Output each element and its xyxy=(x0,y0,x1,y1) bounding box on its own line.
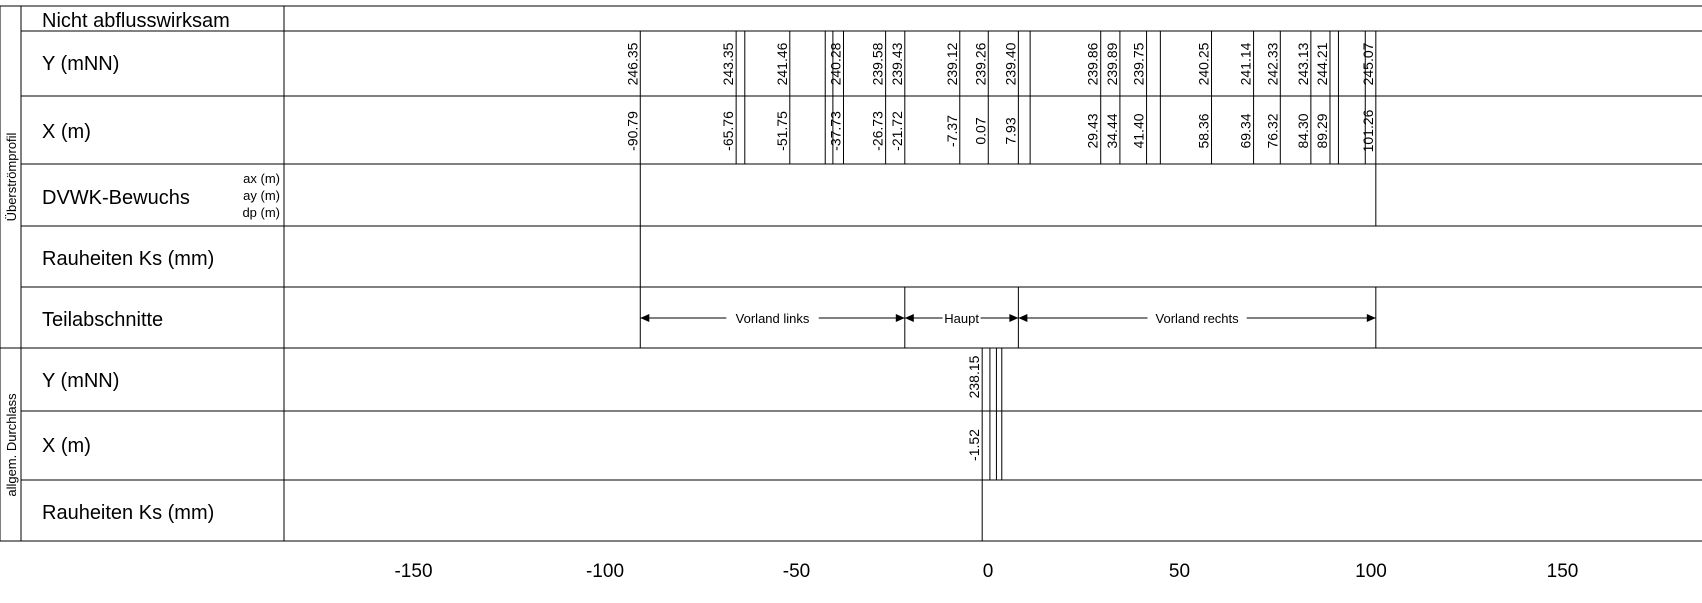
row-label-rauheiten: Rauheiten Ks (mm) xyxy=(42,248,214,270)
x-value-label: 76.32 xyxy=(1264,113,1280,148)
grid-lines xyxy=(0,5,1702,542)
row-label-nicht-abflusswirksam: Nicht abflusswirksam xyxy=(42,10,230,32)
x-value-label: 101.26 xyxy=(1360,109,1376,152)
culvert-station-lines: 238.15 -1.52 xyxy=(966,348,1003,541)
x-value-label: -21.72 xyxy=(889,111,905,151)
row-label-rauheiten-durchlass: Rauheiten Ks (mm) xyxy=(42,502,214,524)
x-value-label: 7.93 xyxy=(1002,117,1018,144)
x-value-label: 41.40 xyxy=(1131,113,1147,148)
x-value-label: 89.29 xyxy=(1314,113,1330,148)
x-tick-label: 0 xyxy=(983,561,994,582)
section-label: Vorland links xyxy=(736,311,810,326)
x-value-label: -37.73 xyxy=(828,111,844,151)
y-value-label: 246.35 xyxy=(624,42,640,85)
section-label: Haupt xyxy=(944,311,979,326)
section-label-bg xyxy=(726,310,819,326)
y-value-label: 239.89 xyxy=(1104,42,1120,85)
section-dimension-lines: Vorland links Haupt Vorland rechts xyxy=(639,164,1377,348)
y-value-label: 239.58 xyxy=(870,42,886,85)
arrow-left-icon xyxy=(1018,314,1028,322)
y-value-label: 242.33 xyxy=(1264,42,1280,85)
arrow-left-icon xyxy=(640,314,650,322)
x-value-label: 58.36 xyxy=(1196,113,1212,148)
y-value-label: 239.40 xyxy=(1002,42,1018,85)
x-value-label: 29.43 xyxy=(1085,113,1101,148)
x-tick-label: 100 xyxy=(1355,561,1387,582)
group-label-durchlass: allgem. Durchlass xyxy=(4,393,19,497)
row-label-y-mnn: Y (mNN) xyxy=(42,53,119,75)
section-label: Vorland rechts xyxy=(1156,311,1240,326)
y-value-label: 239.43 xyxy=(889,42,905,85)
y-value-label: 243.13 xyxy=(1295,42,1311,85)
x-tick-label: -50 xyxy=(783,561,810,582)
y-value-label: 239.26 xyxy=(972,42,988,85)
section-label-bg xyxy=(942,310,981,326)
x-value-label: -90.79 xyxy=(624,111,640,151)
y-value-label: 241.14 xyxy=(1238,42,1254,85)
x-tick-label: 150 xyxy=(1547,561,1579,582)
arrow-right-icon xyxy=(1366,314,1376,322)
culvert-x-label: -1.52 xyxy=(966,429,982,461)
row-label-y-mnn-durchlass: Y (mNN) xyxy=(42,370,119,392)
x-value-label: 34.44 xyxy=(1104,113,1120,148)
x-axis: -150 -100 -50 0 50 100 150 xyxy=(394,561,1578,582)
x-value-label: -7.37 xyxy=(944,115,960,147)
y-value-label: 239.12 xyxy=(944,42,960,85)
x-tick-label: 50 xyxy=(1169,561,1190,582)
x-value-label: -65.76 xyxy=(720,111,736,151)
x-value-label: -51.75 xyxy=(774,111,790,151)
y-value-label: 241.46 xyxy=(774,42,790,85)
section-label-bg xyxy=(1147,310,1247,326)
arrow-right-icon xyxy=(895,314,905,322)
row-label-x-m-durchlass: X (m) xyxy=(42,435,91,457)
x-value-label: 69.34 xyxy=(1238,113,1254,148)
profile-station-labels: 246.35 -90.79 243.35 -65.76 241.46 -51.75 240.… xyxy=(624,42,1376,152)
y-value-label: 245.07 xyxy=(1360,42,1376,85)
row-sublabel-dp: dp (m) xyxy=(242,205,280,220)
arrow-left-icon xyxy=(904,314,914,322)
group-label-ueberstroemprofil: Überströmprofil xyxy=(4,132,19,221)
x-tick-label: -100 xyxy=(586,561,624,582)
arrow-right-icon xyxy=(1009,314,1019,322)
culvert-y-label: 238.15 xyxy=(966,355,982,398)
x-tick-label: -150 xyxy=(394,561,432,582)
row-label-teilabschnitte: Teilabschnitte xyxy=(42,309,163,331)
y-value-label: 244.21 xyxy=(1314,42,1330,85)
row-sublabel-ay: ay (m) xyxy=(243,188,280,203)
x-value-label: 84.30 xyxy=(1295,113,1311,148)
row-label-x-m: X (m) xyxy=(42,121,91,143)
y-value-label: 240.25 xyxy=(1196,42,1212,85)
y-value-label: 239.86 xyxy=(1085,42,1101,85)
y-value-label: 239.75 xyxy=(1131,42,1147,85)
y-value-label: 240.28 xyxy=(828,42,844,85)
x-value-label: 0.07 xyxy=(972,117,988,144)
y-value-label: 243.35 xyxy=(720,42,736,85)
row-sublabel-ax: ax (m) xyxy=(243,171,280,186)
x-value-label: -26.73 xyxy=(870,111,886,151)
profile-station-lines xyxy=(639,31,1377,164)
row-label-dvwk-bewuchs: DVWK-Bewuchs xyxy=(42,187,190,209)
